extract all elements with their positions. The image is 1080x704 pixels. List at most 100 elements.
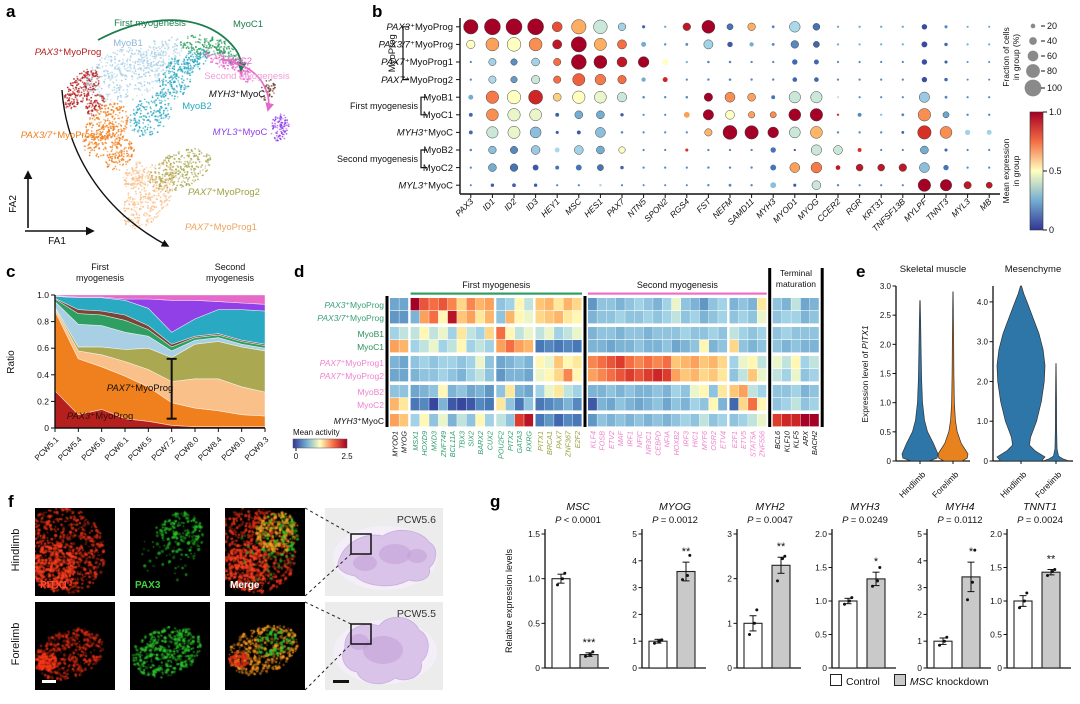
heatmap-cell: [485, 298, 494, 311]
cell-point: [105, 56, 107, 58]
cell-point: [133, 216, 136, 219]
data-point: [1023, 599, 1026, 603]
cell-point: [266, 83, 268, 86]
heatmap-cell: [690, 340, 700, 353]
cell-point: [279, 113, 282, 116]
cell-point: [134, 117, 136, 120]
cell-point: [137, 68, 140, 70]
cell-point: [88, 142, 91, 145]
expression-dot: [594, 90, 607, 104]
cell-point: [138, 122, 140, 125]
expression-dot: [833, 145, 843, 155]
heatmap-cell: [554, 414, 563, 427]
cell-point: [91, 135, 94, 137]
cell-point: [182, 65, 185, 68]
cell-point: [108, 113, 111, 115]
cell-point: [124, 210, 126, 213]
knockdown-bar: [866, 578, 886, 669]
p-value: P = 0.0112: [937, 515, 982, 526]
heatmap-cell: [447, 327, 457, 340]
cell-point: [137, 52, 140, 55]
y-tick: 0: [727, 663, 732, 673]
expression-dot: [877, 163, 885, 172]
cell-point: [124, 183, 126, 186]
expression-dot: [685, 148, 689, 152]
cell-point: [184, 160, 187, 163]
cell-point: [146, 89, 148, 92]
cell-point: [162, 83, 164, 85]
cell-point: [155, 216, 158, 219]
cell-point: [163, 195, 166, 198]
heatmap-gene-label: MYOG: [400, 431, 409, 453]
cell-point: [187, 183, 190, 185]
cell-point: [97, 129, 100, 132]
cell-point: [118, 117, 121, 120]
expression-dot: [810, 161, 823, 174]
cell-point: [147, 201, 149, 204]
cell-point: [130, 218, 133, 221]
heatmap-cell: [475, 414, 485, 427]
cell-point: [190, 157, 192, 160]
scale-bar: [42, 680, 56, 683]
cell-point: [121, 159, 123, 162]
cell-point: [118, 71, 121, 73]
cell-point: [187, 148, 190, 151]
expression-dot: [988, 60, 991, 64]
cell-point: [91, 126, 93, 129]
cell-point: [285, 127, 288, 130]
cell-point: [128, 200, 131, 203]
x-tick: PCW5.4: [56, 435, 84, 463]
heatmap-cell: [782, 369, 791, 382]
cell-point: [103, 134, 106, 137]
cell-point: [166, 186, 169, 189]
cell-point: [120, 154, 123, 157]
expression-dot: [685, 166, 688, 169]
cell-point: [87, 135, 90, 138]
cell-point: [206, 56, 209, 59]
expression-dot: [901, 113, 905, 117]
cell-point: [129, 121, 132, 124]
panel-letter-g: g: [490, 492, 501, 511]
cell-point: [201, 49, 204, 51]
expression-dot: [571, 19, 587, 35]
heatmap-cell: [588, 369, 597, 382]
cell-point: [194, 36, 197, 38]
cell-point: [122, 105, 125, 108]
cell-point: [180, 168, 183, 171]
expression-dot: [942, 111, 950, 119]
cell-point: [198, 160, 201, 163]
cell-point: [173, 60, 176, 63]
cell-point: [114, 144, 116, 147]
cell-point: [145, 54, 148, 57]
cell-point: [113, 102, 116, 105]
expression-dot: [728, 148, 732, 152]
heatmap-cell: [419, 398, 429, 411]
cell-point: [226, 55, 229, 58]
cell-point: [120, 120, 123, 122]
cell-point: [216, 39, 219, 42]
cell-point: [165, 79, 168, 82]
cell-point: [189, 160, 192, 163]
cell-point: [89, 117, 91, 119]
data-point: [688, 553, 692, 557]
cell-point: [180, 49, 183, 52]
cell-point: [179, 175, 182, 177]
cell-point: [76, 84, 78, 87]
cell-point: [112, 81, 114, 83]
cell-point: [162, 169, 165, 172]
cell-point: [164, 76, 167, 79]
heatmap-cell: [690, 398, 700, 411]
cell-point: [71, 82, 74, 84]
cell-point: [116, 147, 119, 149]
cell-point: [87, 94, 90, 97]
cell-point: [141, 175, 144, 178]
expression-dot: [528, 37, 543, 52]
cell-point: [180, 161, 182, 164]
cell-point: [173, 162, 176, 165]
heatmap-cell: [475, 327, 485, 340]
cell-point: [134, 227, 136, 230]
cell-point: [169, 64, 172, 67]
heatmap-cell: [544, 369, 554, 382]
cell-point: [146, 62, 149, 65]
cell-point: [96, 123, 99, 125]
